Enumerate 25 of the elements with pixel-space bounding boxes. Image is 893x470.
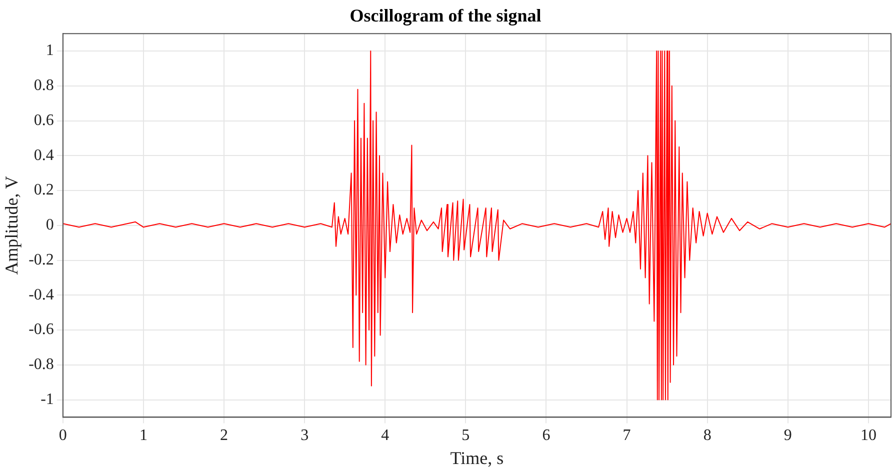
y-tick-label: -0.2: [28, 251, 54, 268]
x-tick-label: 8: [703, 427, 712, 444]
y-tick-label: 1: [46, 42, 54, 60]
y-tick-label: 0: [46, 216, 54, 234]
x-tick-label: 3: [300, 427, 309, 444]
x-tick-label: 9: [784, 427, 792, 444]
y-tick-label: 0.4: [34, 146, 54, 164]
chart-title: Oscillogram of the signal: [350, 5, 542, 26]
x-tick-label: 2: [220, 427, 228, 444]
x-tick-label: 0: [58, 427, 67, 444]
y-tick-label: 0.2: [34, 182, 54, 199]
y-tick-label: 0.8: [34, 77, 54, 94]
y-tick-label: -0.6: [28, 321, 54, 338]
x-tick-label: 6: [542, 427, 550, 444]
x-axis-title: Time, s: [450, 448, 504, 468]
x-tick-label: 5: [462, 427, 470, 444]
x-tick-label: 7: [622, 427, 631, 444]
x-tick-label: 10: [860, 427, 876, 444]
x-tick-label: 1: [139, 427, 148, 444]
y-tick-label: 0.6: [34, 112, 54, 129]
y-tick-label: -0.4: [28, 286, 54, 304]
x-tick-label: 4: [381, 427, 390, 444]
y-tick-label: -1: [40, 390, 54, 408]
y-tick-label: -0.8: [28, 356, 54, 374]
y-axis-title: Amplitude, V: [2, 176, 22, 275]
